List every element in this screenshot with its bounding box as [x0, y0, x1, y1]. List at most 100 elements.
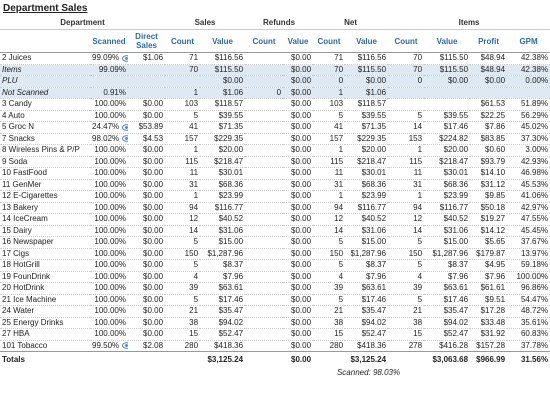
cell [245, 156, 284, 168]
cell: $8.37 [424, 259, 471, 272]
cell: 70 [165, 64, 201, 76]
cell [128, 75, 166, 88]
cell: $0.00 [128, 144, 166, 157]
note-row: Scanned: 98.03% [0, 368, 550, 378]
report-title: Department Sales [3, 3, 88, 14]
cell: $115.50 [424, 64, 471, 76]
cell: 31 [388, 179, 425, 191]
cell: $30.01 [200, 167, 246, 180]
department-row: 101 Tobacco 99.50% $2.08 280 $418.36 $0.00 280… [0, 340, 550, 352]
cell: $31.06 [345, 225, 389, 237]
total-cell [388, 351, 425, 368]
cell: 12 [388, 213, 425, 226]
cell: $31.12 [470, 179, 508, 191]
cell [245, 75, 284, 88]
department-row: 13 Bakery 100.00% $0.00 94 $116.77 $0.00 94 $11… [0, 202, 550, 214]
total-cell [128, 351, 166, 368]
cell: 100.00% [90, 282, 128, 295]
cell: $7.96 [345, 271, 389, 283]
cell: $14.12 [470, 225, 508, 237]
total-cell: 31.56% [507, 351, 550, 368]
cell: $418.36 [345, 340, 389, 352]
details-icon[interactable] [122, 123, 128, 131]
department-row: 25 Energy Drinks 100.00% $0.00 38 $94.02 $0.0… [0, 317, 550, 329]
cell: $0.00 [283, 110, 314, 122]
cell: $8.37 [345, 259, 389, 272]
cell: $35.47 [200, 305, 246, 318]
total-cell: $3,125.24 [200, 351, 246, 368]
cell: 4 [313, 271, 346, 283]
column-header: Value [345, 29, 389, 53]
cell: $218.47 [345, 156, 389, 168]
cell: $1,287.96 [424, 248, 471, 260]
department-row: 14 IceCream 100.00% $0.00 12 $40.52 $0.00 12 $4… [0, 213, 550, 226]
sub-row: Not Scanned 0.91% 1 $1.06 0 $0.00 1 $1.06 [0, 87, 550, 99]
cell: 100.00% [90, 225, 128, 237]
cell: $31.06 [200, 225, 246, 237]
cell [245, 52, 284, 65]
details-icon[interactable] [122, 135, 128, 142]
details-icon[interactable] [122, 342, 128, 349]
cell: 100.00% [90, 167, 128, 180]
group-header: Refunds [245, 17, 314, 30]
cell: $23.99 [345, 190, 389, 203]
cell: 1 [165, 190, 201, 203]
cell: 153 [388, 133, 425, 145]
cell: $0.00 [283, 271, 314, 283]
cell: 46.98% [507, 167, 550, 180]
cell: $116.77 [345, 202, 389, 214]
cell: 21 [388, 305, 425, 318]
cell: 4 [388, 271, 425, 283]
cell: 94 [388, 202, 425, 214]
column-header: Value [200, 29, 246, 53]
cell: $116.56 [200, 52, 246, 65]
department-row: 4 Auto 100.00% $0.00 5 $39.55 $0.00 5 $39.55 5 $3… [0, 110, 550, 122]
cell: 27 HBA [0, 328, 90, 341]
cell: $0.00 [283, 64, 314, 76]
cell: 45.02% [507, 121, 550, 134]
cell: $7.96 [424, 271, 471, 283]
cell: 150 [165, 248, 201, 260]
cell: 11 GenMer [0, 179, 90, 191]
totals-row: Totals $3,125.24 $0.00 $3,125.24 $3,063.68 $9… [0, 351, 550, 368]
cell: $0.00 [128, 259, 166, 272]
cell: $40.52 [200, 213, 246, 226]
cell: $118.57 [200, 98, 246, 111]
cell: 15 [388, 328, 425, 341]
total-cell: $966.99 [470, 351, 508, 368]
cell: $52.47 [424, 328, 471, 341]
cell: 11 [165, 167, 201, 180]
cell: $0.00 [128, 282, 166, 295]
cell: $0.00 [128, 305, 166, 318]
cell: 280 [165, 340, 201, 352]
cell: $179.87 [470, 248, 508, 260]
cell: PLU [0, 75, 90, 88]
cell: $30.01 [424, 167, 471, 180]
cell: $157.28 [470, 340, 508, 352]
cell: 20 HotDrink [0, 282, 90, 295]
cell: $1.06 [200, 87, 246, 99]
cell: 56.29% [507, 110, 550, 122]
cell: $0.00 [128, 179, 166, 191]
cell: $0.00 [345, 75, 389, 88]
department-row: 11 GenMer 100.00% $0.00 31 $68.36 $0.00 31 $68.… [0, 179, 550, 191]
cell: $39.55 [200, 110, 246, 122]
cell: 5 [313, 294, 346, 306]
cell: $0.00 [283, 259, 314, 272]
cell: $0.00 [128, 202, 166, 214]
cell: $17.46 [424, 294, 471, 306]
cell: $20.00 [200, 144, 246, 157]
cell [245, 248, 284, 260]
cell: 100.00% [90, 305, 128, 318]
cell: 37.67% [507, 236, 550, 249]
details-icon[interactable] [122, 54, 128, 62]
cell: 150 [388, 248, 425, 260]
cell: $17.46 [424, 121, 471, 134]
cell: 21 [165, 305, 201, 318]
cell: 24 Water [0, 305, 90, 318]
cell: $20.00 [345, 144, 389, 157]
cell: 14 IceCream [0, 213, 90, 226]
total-cell: $0.00 [283, 351, 314, 368]
cell: $0.00 [283, 75, 314, 88]
cell: $0.00 [283, 328, 314, 341]
